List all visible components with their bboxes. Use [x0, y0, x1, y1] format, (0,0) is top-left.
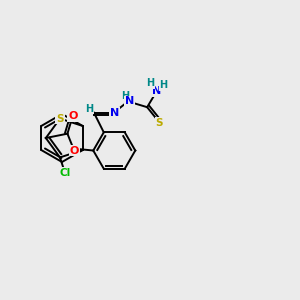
- Text: H: H: [146, 78, 154, 88]
- Text: O: O: [68, 111, 78, 122]
- Text: S: S: [155, 118, 163, 128]
- Text: H: H: [121, 92, 129, 101]
- Text: N: N: [110, 108, 120, 118]
- Text: N: N: [152, 86, 161, 96]
- Text: S: S: [56, 114, 64, 124]
- Text: H: H: [85, 104, 93, 114]
- Text: N: N: [125, 96, 135, 106]
- Text: Cl: Cl: [59, 168, 70, 178]
- Text: O: O: [70, 146, 79, 155]
- Text: H: H: [159, 80, 167, 90]
